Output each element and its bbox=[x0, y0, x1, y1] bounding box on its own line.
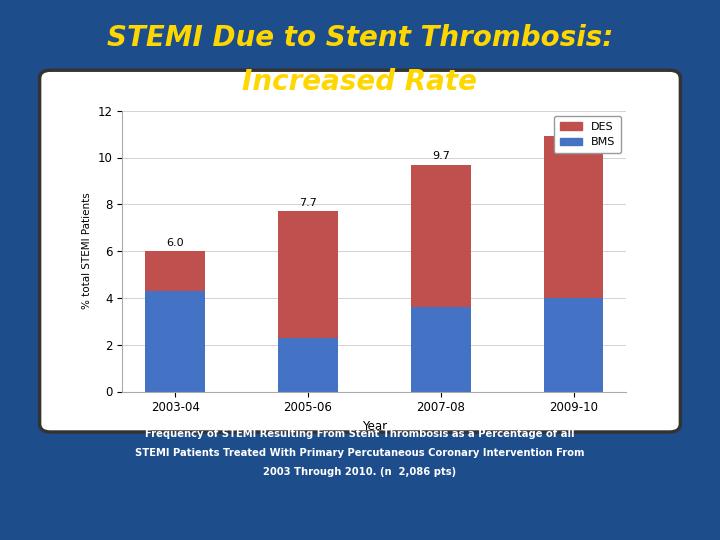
Bar bbox=[544, 298, 603, 392]
Text: 9.7: 9.7 bbox=[432, 151, 450, 161]
Bar bbox=[145, 251, 205, 291]
Bar bbox=[145, 291, 205, 392]
Bar bbox=[411, 307, 471, 392]
Text: STEMI Due to Stent Thrombosis:: STEMI Due to Stent Thrombosis: bbox=[107, 24, 613, 52]
Text: 10.9: 10.9 bbox=[561, 123, 586, 133]
Text: 7.7: 7.7 bbox=[299, 198, 317, 208]
X-axis label: Year: Year bbox=[362, 420, 387, 433]
Legend: DES, BMS: DES, BMS bbox=[554, 116, 621, 153]
Text: 2003 Through 2010. (n  2,086 pts): 2003 Through 2010. (n 2,086 pts) bbox=[264, 467, 456, 477]
Bar bbox=[278, 211, 338, 338]
Text: Increased Rate: Increased Rate bbox=[243, 68, 477, 96]
Text: STEMI Patients Treated With Primary Percutaneous Coronary Intervention From: STEMI Patients Treated With Primary Perc… bbox=[135, 448, 585, 458]
Bar bbox=[411, 165, 471, 307]
Text: 6.0: 6.0 bbox=[166, 238, 184, 247]
Text: Frequency of STEMI Resulting From Stent Thrombosis as a Percentage of all: Frequency of STEMI Resulting From Stent … bbox=[145, 429, 575, 440]
Y-axis label: % total STEMI Patients: % total STEMI Patients bbox=[82, 193, 92, 309]
Bar bbox=[544, 137, 603, 298]
Bar bbox=[278, 338, 338, 392]
